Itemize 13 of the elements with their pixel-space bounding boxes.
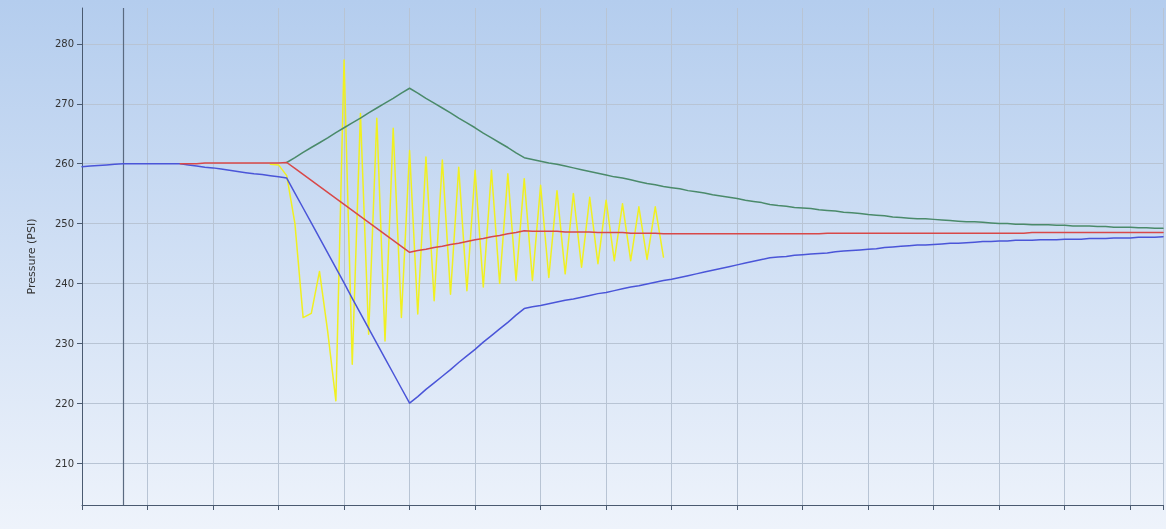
- y-tick-label: 210: [54, 457, 74, 469]
- y-tick-label: 220: [54, 397, 74, 409]
- line-series: [81, 162, 1164, 404]
- y-tick-label: 260: [54, 158, 74, 170]
- y-axis-title: Pressure (PSI): [25, 218, 38, 295]
- line-series: [179, 161, 1164, 254]
- line-series: [269, 59, 665, 402]
- line-series: [285, 87, 1164, 230]
- y-tick-label: 250: [54, 218, 74, 230]
- y-tick-label: 230: [54, 337, 74, 349]
- y-tick-label: 270: [54, 98, 74, 110]
- y-tick-label: 280: [54, 38, 74, 50]
- y-tick-label: 240: [54, 277, 74, 289]
